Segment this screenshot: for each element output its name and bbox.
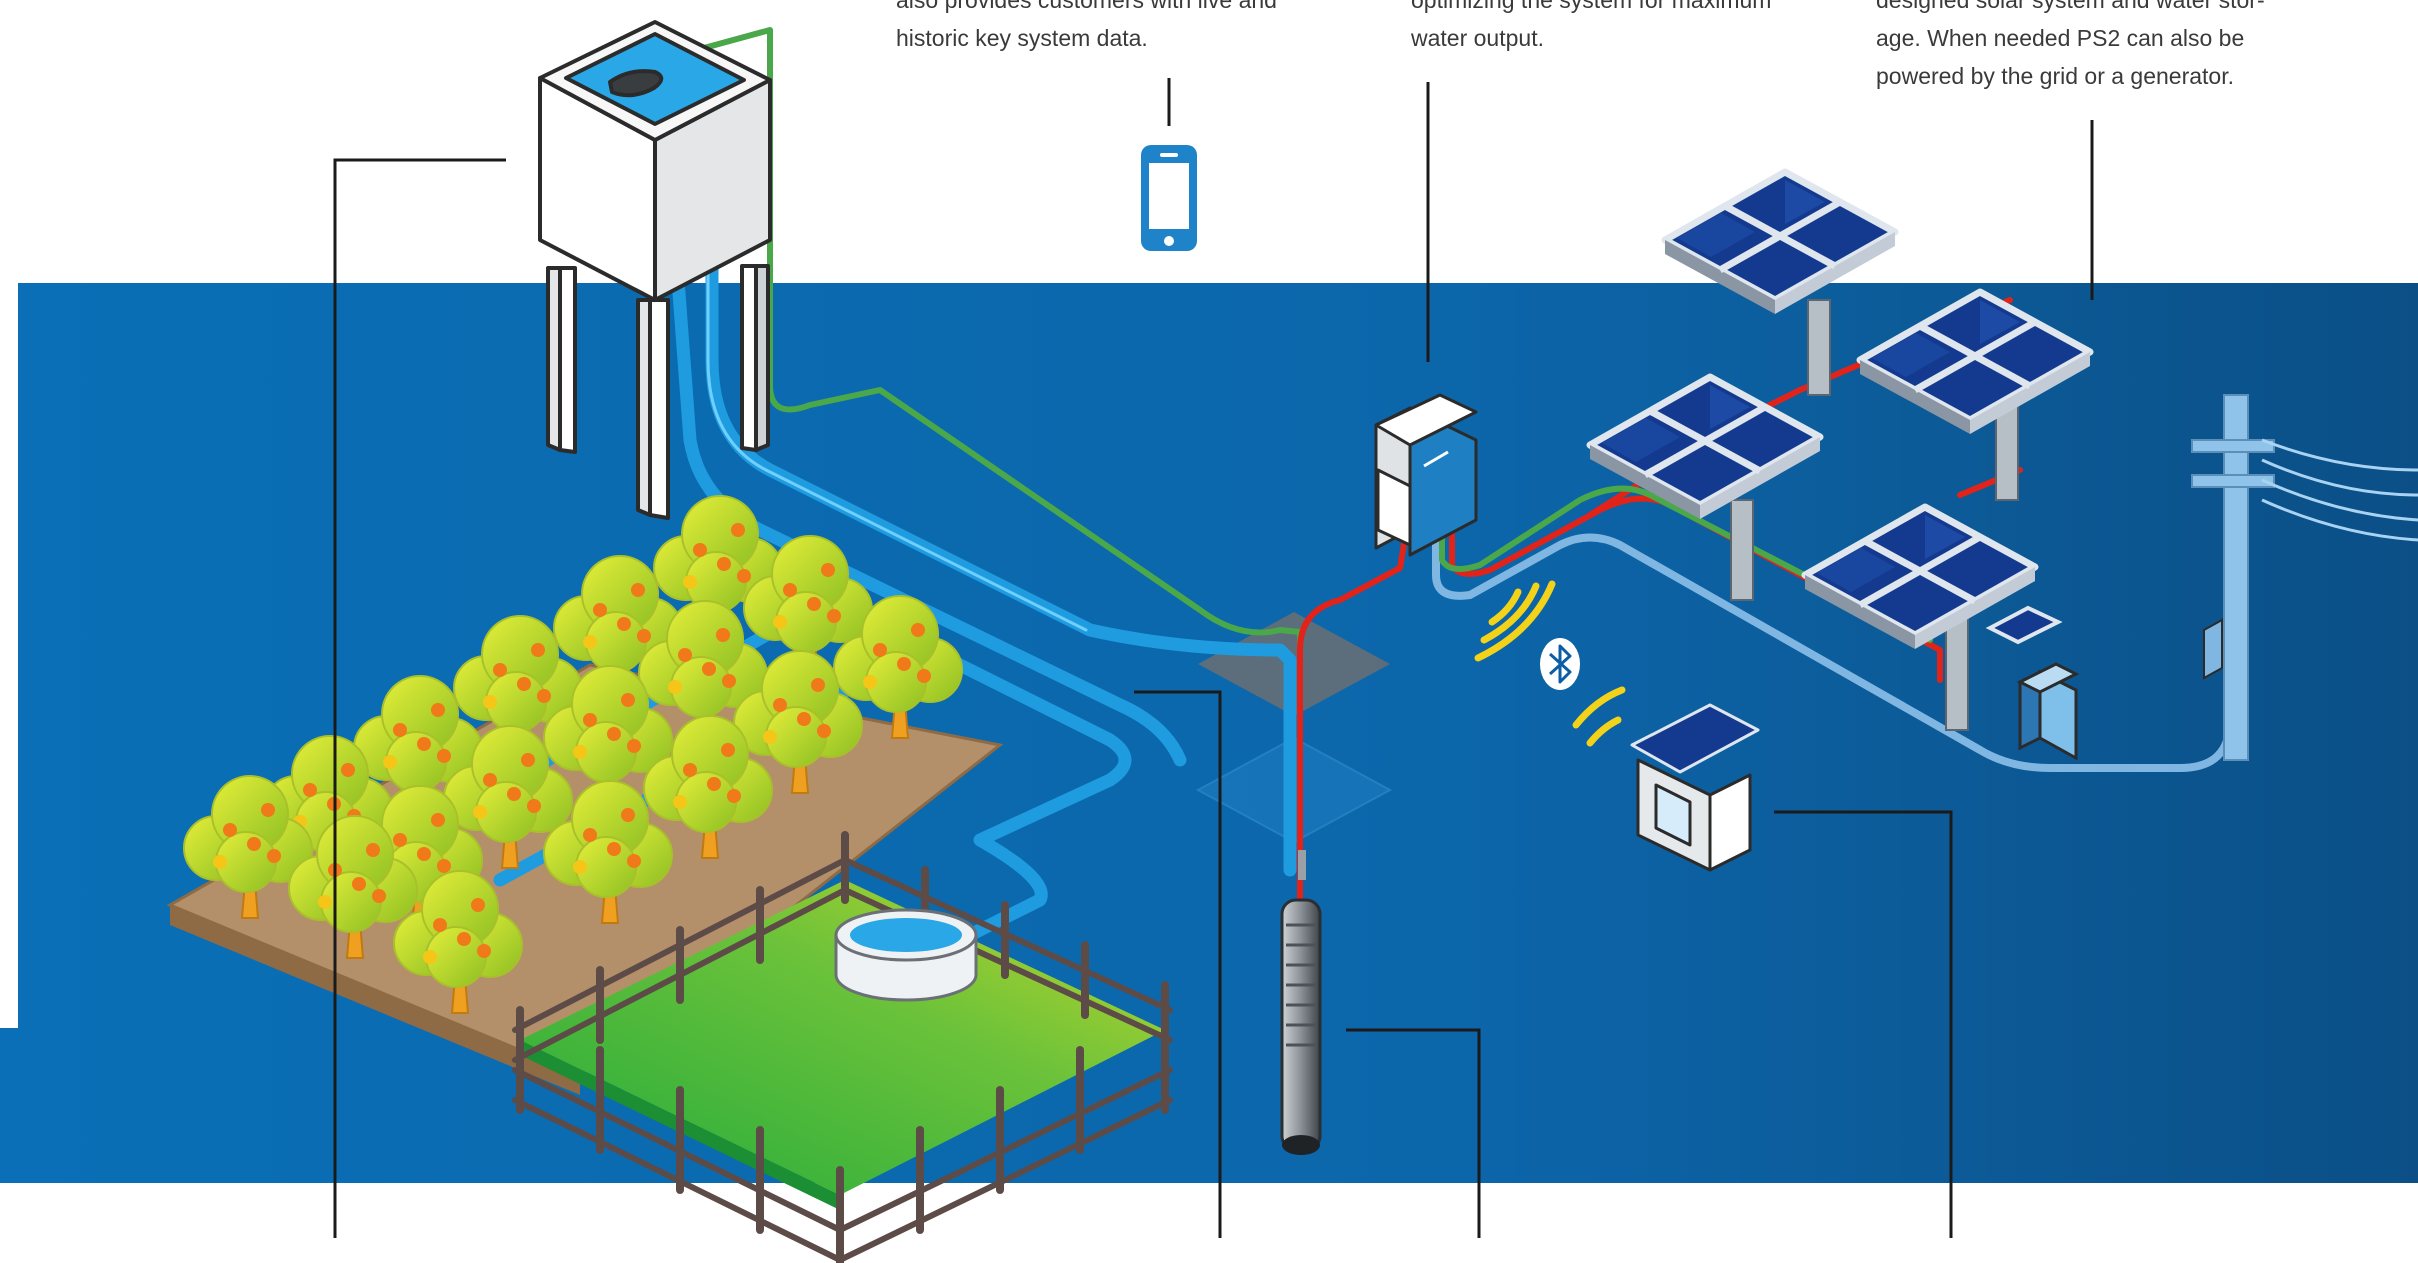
caption-power-line-1: designed solar system and water stor- <box>1876 0 2265 13</box>
caption-controller-line-2: water output. <box>1411 25 1544 51</box>
water-tower <box>538 20 772 520</box>
borehole-pump <box>1280 850 1322 1155</box>
caption-power-line-3: powered by the grid or a generator. <box>1876 63 2235 89</box>
caption-app-line-2: historic key system data. <box>896 25 1148 51</box>
bluetooth-icon <box>1540 638 1580 690</box>
band-left-notch <box>0 1028 18 1183</box>
leader-lines <box>333 82 2094 1238</box>
wireless-signal-icon <box>1474 580 1626 747</box>
caption-power-line-2: age. When needed PS2 can also be <box>1876 25 2245 51</box>
communication-box <box>1630 703 1760 872</box>
caption-controller: optimizing the system for maximum water … <box>1411 0 1771 57</box>
grid-cable <box>1432 526 2234 772</box>
pasture-fence <box>512 831 1173 1263</box>
orchard-soil-edge <box>170 905 580 1095</box>
band-left-edge <box>0 283 18 1028</box>
smartphone-icon <box>1141 78 1197 251</box>
caption-app-data: also provides customers with live and hi… <box>896 0 1277 57</box>
solar-array <box>1590 172 2090 731</box>
water-pipe-highlights <box>706 88 1088 632</box>
utility-pole <box>2191 394 2418 761</box>
caption-controller-line-1: optimizing the system for maximum <box>1411 0 1772 13</box>
caption-app-line-1: also provides customers with live and <box>896 0 1277 13</box>
power-cable-green <box>1439 485 1933 643</box>
pump-controller <box>1374 393 1478 557</box>
caption-power: designed solar system and water stor- ag… <box>1876 0 2265 95</box>
water-trough <box>834 908 978 1002</box>
junction-box <box>2016 662 2080 761</box>
